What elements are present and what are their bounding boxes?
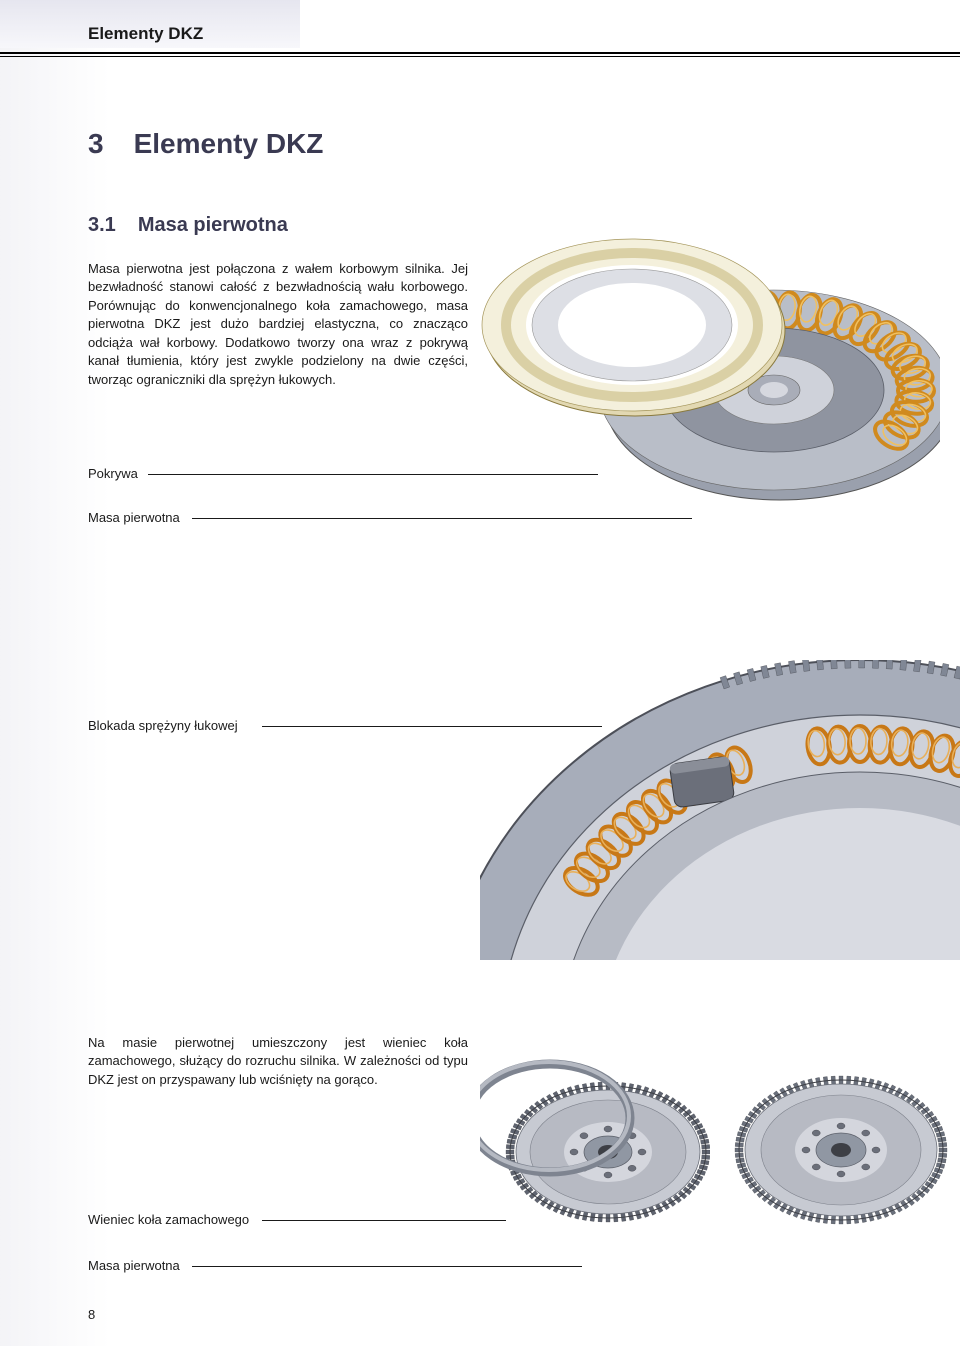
section-heading: 3.1 Masa pierwotna	[88, 214, 288, 237]
paragraph-2: Na masie pierwotnej umieszczony jest wie…	[88, 1034, 468, 1089]
section-title: Masa pierwotna	[138, 214, 288, 236]
chapter-number: 3	[88, 128, 104, 160]
header-title: Elementy DKZ	[88, 24, 203, 44]
paragraph-1: Masa pierwotna jest połączona z wałem ko…	[88, 260, 468, 389]
callout-pokrywa: Pokrywa	[88, 466, 138, 481]
header-rule	[0, 48, 960, 60]
figure-exploded-flywheel	[480, 190, 940, 560]
leader-line	[192, 1266, 582, 1267]
figure-flywheel-with-ring	[480, 1022, 710, 1262]
page-header: Elementy DKZ	[0, 18, 250, 50]
chapter-heading: 3 Elementy DKZ	[88, 128, 323, 160]
section-number: 3.1	[88, 214, 116, 237]
page-number: 8	[88, 1307, 95, 1322]
figure-cutaway-detail	[480, 660, 960, 960]
figure-flywheel-plain	[726, 1022, 956, 1262]
leader-line	[262, 1220, 506, 1221]
callout-blokada: Blokada sprężyny łukowej	[88, 718, 238, 733]
callout-masa-pierwotna-2: Masa pierwotna	[88, 1258, 180, 1273]
chapter-title: Elementy DKZ	[134, 128, 324, 159]
callout-masa-pierwotna-1: Masa pierwotna	[88, 510, 180, 525]
callout-wieniec: Wieniec koła zamachowego	[88, 1212, 249, 1227]
side-gradient	[0, 48, 110, 1346]
